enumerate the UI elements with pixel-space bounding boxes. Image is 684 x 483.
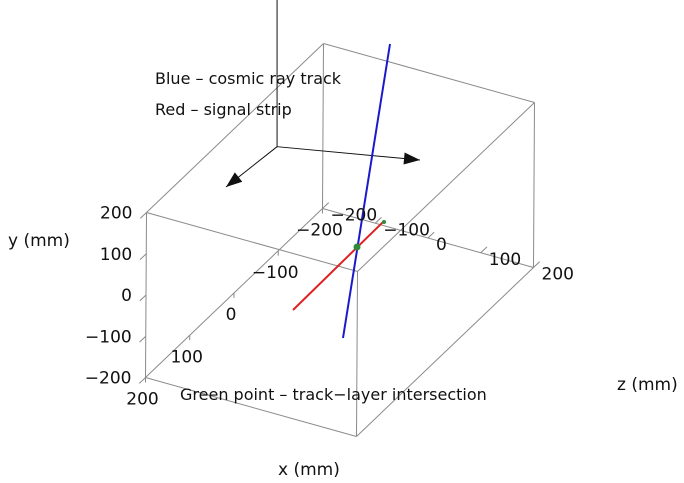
z-tick-label: 200: [542, 265, 574, 285]
y-tick-mark: [139, 294, 147, 302]
y-tick-label: 0: [121, 286, 132, 306]
z-tick-label: −200: [331, 206, 378, 226]
intersection-point: [353, 243, 361, 251]
z-tick-mark: [480, 246, 488, 254]
z-tick-label: 0: [436, 235, 447, 255]
z-tick-label: −100: [383, 220, 430, 240]
box-edge: [146, 212, 358, 272]
z-tick-mark: [374, 216, 382, 224]
x-tick-label: −200: [296, 221, 343, 241]
y-tick-mark: [139, 253, 147, 261]
signal-strip: [292, 221, 384, 311]
box-edge: [357, 102, 535, 272]
annotation-red: Red – signal strip: [155, 100, 292, 119]
arrow-left-head: [226, 172, 243, 187]
arrow-into-page: [277, 146, 421, 161]
box-edge: [533, 102, 535, 268]
box-edge: [323, 43, 535, 103]
y-tick-label: −200: [85, 369, 132, 389]
y-tick-mark: [139, 335, 147, 343]
y-axis-label: y (mm): [8, 231, 70, 251]
z-tick-label: 100: [489, 250, 521, 270]
y-tick-mark: [139, 212, 147, 219]
box-edge: [146, 43, 324, 213]
z-tick-mark: [322, 202, 330, 209]
y-tick-label: 200: [100, 204, 132, 224]
x-tick-label: 200: [126, 390, 158, 410]
arrow-into-page-head: [403, 152, 420, 165]
x-tick-label: 100: [171, 347, 203, 367]
box-edge: [145, 377, 357, 437]
strip-end-point: [382, 220, 386, 224]
cosmic-ray-track: [342, 43, 391, 339]
x-axis-label: x (mm): [278, 460, 340, 480]
z-axis-label: z (mm): [617, 375, 678, 395]
y-tick-label: 100: [100, 245, 132, 265]
annotation-blue: Blue – cosmic ray track: [155, 69, 342, 88]
x-tick-label: 0: [226, 305, 237, 325]
y-tick-mark: [138, 377, 146, 384]
box-edge: [322, 43, 324, 209]
tick-labels: 2001000−100−2002001000−100−2002001000−10…: [85, 204, 574, 410]
annotation-green: Green point – track−layer intersection: [180, 385, 487, 404]
bounding-box: [138, 43, 541, 437]
data-marks: [225, 0, 421, 339]
y-tick-label: −100: [85, 327, 132, 347]
z-tick-mark: [427, 231, 435, 239]
z-tick-mark: [533, 261, 541, 268]
box-edge: [356, 267, 534, 437]
x-tick-label: −100: [252, 263, 299, 283]
box-edge: [356, 271, 358, 437]
